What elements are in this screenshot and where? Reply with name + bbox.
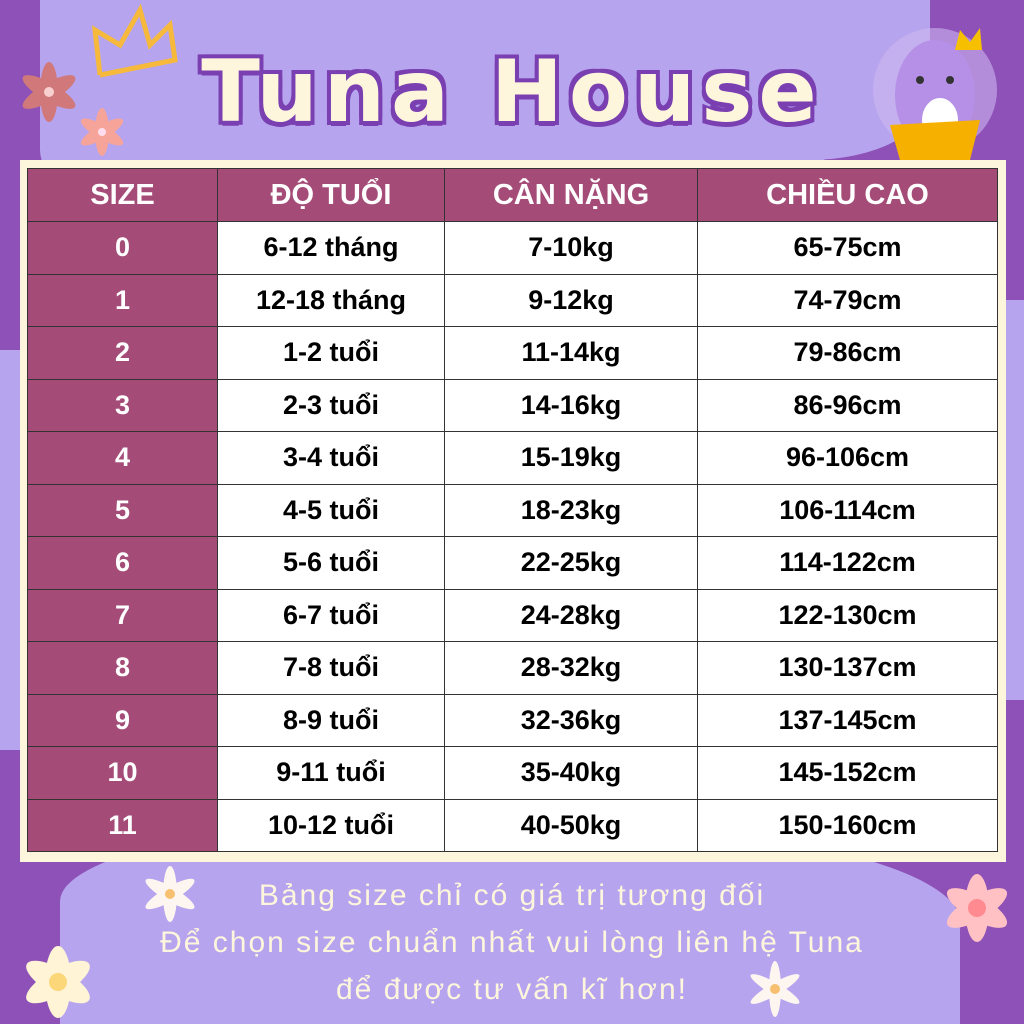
header-size: SIZE (27, 168, 218, 222)
note-line-1: Bảng size chỉ có giá trị tương đối (258, 879, 766, 912)
cell-age: 3-4 tuổi (217, 431, 445, 485)
size-table: SIZE ĐỘ TUỔI CÂN NẶNG CHIỀU CAO 0 6-12 th… (27, 168, 998, 852)
cell-size: 2 (27, 326, 218, 380)
cell-size: 10 (27, 746, 218, 800)
cell-height: 114-122cm (697, 536, 998, 590)
cell-age: 7-8 tuổi (217, 641, 445, 695)
table-row: 9 8-9 tuổi 32-36kg 137-145cm (27, 693, 998, 747)
cell-height: 74-79cm (697, 273, 998, 327)
cell-height: 145-152cm (697, 746, 998, 800)
table-row: 11 10-12 tuổi 40-50kg 150-160cm (27, 798, 998, 852)
cell-age: 9-11 tuổi (217, 746, 445, 800)
cell-size: 1 (27, 273, 218, 327)
cell-height: 150-160cm (697, 798, 998, 852)
cell-weight: 18-23kg (444, 483, 698, 537)
header-weight: CÂN NẶNG (444, 168, 698, 222)
cell-age: 8-9 tuổi (217, 693, 445, 747)
crown-icon (91, 3, 178, 78)
mascot-icon (873, 28, 997, 160)
cell-weight: 15-19kg (444, 431, 698, 485)
cell-weight: 14-16kg (444, 378, 698, 432)
cell-size: 8 (27, 641, 218, 695)
table-row: 3 2-3 tuổi 14-16kg 86-96cm (27, 378, 998, 432)
note-line-2: Để chọn size chuẩn nhất vui lòng liên hệ… (160, 926, 864, 959)
cell-weight: 11-14kg (444, 326, 698, 380)
cell-weight: 28-32kg (444, 641, 698, 695)
table-row: 8 7-8 tuổi 28-32kg 130-137cm (27, 641, 998, 695)
table-row: 4 3-4 tuổi 15-19kg 96-106cm (27, 431, 998, 485)
cell-age: 6-12 tháng (217, 221, 445, 275)
cell-height: 137-145cm (697, 693, 998, 747)
cell-weight: 9-12kg (444, 273, 698, 327)
table-row: 10 9-11 tuổi 35-40kg 145-152cm (27, 746, 998, 800)
cell-height: 65-75cm (697, 221, 998, 275)
table-row: 2 1-2 tuổi 11-14kg 79-86cm (27, 326, 998, 380)
cell-weight: 35-40kg (444, 746, 698, 800)
cell-size: 4 (27, 431, 218, 485)
flower-icon (145, 866, 195, 922)
cell-age: 2-3 tuổi (217, 378, 445, 432)
table-row: 1 12-18 tháng 9-12kg 74-79cm (27, 273, 998, 327)
cell-weight: 7-10kg (444, 221, 698, 275)
cell-height: 79-86cm (697, 326, 998, 380)
brand-title: Tuna House (201, 42, 823, 142)
flower-icon (80, 108, 124, 156)
cell-weight: 24-28kg (444, 588, 698, 642)
cell-size: 11 (27, 798, 218, 852)
table-row: 0 6-12 tháng 7-10kg 65-75cm (27, 221, 998, 275)
table-row: 7 6-7 tuổi 24-28kg 122-130cm (27, 588, 998, 642)
flower-icon (750, 961, 800, 1017)
flower-icon (22, 62, 76, 122)
cell-weight: 40-50kg (444, 798, 698, 852)
note-line-3: để được tư vấn kĩ hơn! (336, 973, 688, 1006)
cell-size: 6 (27, 536, 218, 590)
cell-height: 122-130cm (697, 588, 998, 642)
header-height: CHIỀU CAO (697, 168, 998, 222)
cell-age: 5-6 tuổi (217, 536, 445, 590)
cell-size: 3 (27, 378, 218, 432)
cell-age: 6-7 tuổi (217, 588, 445, 642)
cell-height: 130-137cm (697, 641, 998, 695)
cell-height: 86-96cm (697, 378, 998, 432)
cell-size: 5 (27, 483, 218, 537)
cell-age: 4-5 tuổi (217, 483, 445, 537)
cell-height: 96-106cm (697, 431, 998, 485)
cell-age: 12-18 tháng (217, 273, 445, 327)
flower-icon (26, 946, 90, 1018)
cell-weight: 32-36kg (444, 693, 698, 747)
table-row: 6 5-6 tuổi 22-25kg 114-122cm (27, 536, 998, 590)
table-header-row: SIZE ĐỘ TUỔI CÂN NẶNG CHIỀU CAO (27, 168, 998, 222)
cell-height: 106-114cm (697, 483, 998, 537)
header-age: ĐỘ TUỔI (217, 168, 445, 222)
cell-age: 1-2 tuổi (217, 326, 445, 380)
cell-size: 9 (27, 693, 218, 747)
cell-size: 0 (27, 221, 218, 275)
cell-age: 10-12 tuổi (217, 798, 445, 852)
flower-icon (946, 874, 1008, 942)
table-row: 5 4-5 tuổi 18-23kg 106-114cm (27, 483, 998, 537)
cell-weight: 22-25kg (444, 536, 698, 590)
cell-size: 7 (27, 588, 218, 642)
